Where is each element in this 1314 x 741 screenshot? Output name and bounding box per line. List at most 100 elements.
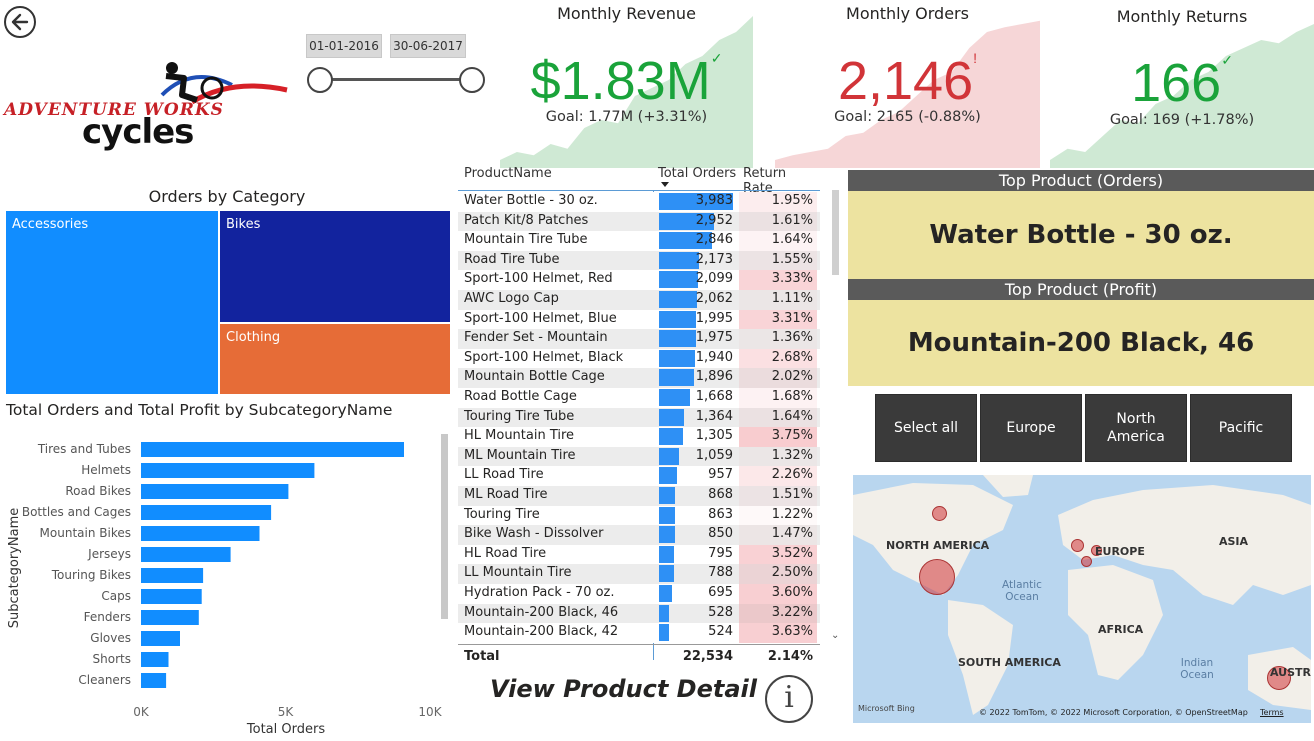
kpi-monthly-revenue[interactable]: Monthly Revenue $1.83M✓ Goal: 1.77M (+3.… (500, 0, 753, 168)
table-row[interactable]: Water Bottle - 30 oz. 3,983 1.95% (458, 192, 820, 212)
cell-product-name: Mountain Tire Tube (464, 232, 588, 248)
view-product-detail-button[interactable]: View Product Detail (490, 675, 757, 703)
bar[interactable] (141, 589, 202, 604)
date-start-field[interactable]: 01-01-2016 (306, 34, 382, 58)
bar[interactable] (141, 631, 180, 646)
bar-category-label: Helmets (81, 463, 131, 477)
cell-total-orders: 1,940 (695, 349, 733, 365)
column-header-orders[interactable]: Total Orders (658, 166, 737, 181)
bar-category-label: Cleaners (78, 673, 131, 687)
cell-return-rate: 2.50% (739, 564, 817, 584)
map-bubble[interactable] (1071, 539, 1084, 552)
map-terms-link[interactable]: Terms (1260, 708, 1284, 717)
table-row[interactable]: HL Mountain Tire 1,305 3.75% (458, 427, 820, 447)
map-bubble[interactable] (1081, 556, 1092, 567)
cell-return-rate: 3.60% (739, 584, 817, 604)
table-row[interactable]: ML Road Tire 868 1.51% (458, 486, 820, 506)
bar-category-label: Shorts (93, 652, 131, 666)
bar[interactable] (141, 568, 204, 583)
bar[interactable] (141, 442, 404, 457)
table-row[interactable]: Hydration Pack - 70 oz. 695 3.60% (458, 584, 820, 604)
table-row[interactable]: Bike Wash - Dissolver 850 1.47% (458, 525, 820, 545)
table-row[interactable]: LL Road Tire 957 2.26% (458, 466, 820, 486)
table-row[interactable]: LL Mountain Tire 788 2.50% (458, 564, 820, 584)
date-slider-track[interactable] (320, 78, 472, 81)
table-row[interactable]: Sport-100 Helmet, Black 1,940 2.68% (458, 348, 820, 369)
cell-return-rate: 1.64% (739, 407, 817, 428)
kpi-value: $1.83M✓ (530, 50, 723, 111)
map-bubble[interactable] (932, 506, 947, 521)
table-row[interactable]: Road Bottle Cage 1,668 1.68% (458, 388, 820, 408)
table-total-row: Total 22,534 2.14% (458, 644, 820, 666)
date-end-field[interactable]: 30-06-2017 (390, 34, 466, 58)
date-slider-end-handle[interactable] (459, 67, 485, 93)
table-row[interactable]: Road Tire Tube 2,173 1.55% (458, 250, 820, 271)
table-row[interactable]: Mountain Tire Tube 2,846 1.64% (458, 231, 820, 251)
orders-data-bar (659, 349, 695, 367)
kpi-goal: Goal: 169 (+1.78%) (1109, 112, 1255, 128)
date-slider-start-handle[interactable] (307, 67, 333, 93)
bar[interactable] (141, 610, 199, 625)
table-row[interactable]: Sport-100 Helmet, Blue 1,995 3.31% (458, 309, 820, 330)
table-row[interactable]: Fender Set - Mountain 1,975 1.36% (458, 329, 820, 349)
table-row[interactable]: Touring Tire 863 1.22% (458, 505, 820, 526)
table-row[interactable]: Mountain-200 Black, 42 524 3.63% (458, 623, 820, 643)
table-row[interactable]: AWC Logo Cap 2,062 1.11% (458, 290, 820, 310)
cell-product-name: Mountain-200 Black, 42 (464, 624, 619, 640)
table-row[interactable]: Mountain-200 Black, 46 528 3.22% (458, 603, 820, 624)
cell-total-orders: 2,062 (695, 291, 733, 306)
bar[interactable] (141, 673, 167, 688)
treemap-tile-clothing[interactable]: Clothing (220, 324, 450, 394)
table-row[interactable]: Touring Tire Tube 1,364 1.64% (458, 407, 820, 428)
treemap-tile-accessories[interactable]: Accessories (6, 211, 218, 394)
table-row[interactable]: Mountain Bottle Cage 1,896 2.02% (458, 368, 820, 388)
region-north-america-button[interactable]: North America (1085, 394, 1187, 462)
cell-return-rate: 2.26% (739, 466, 817, 486)
bar-category-label: Tires and Tubes (37, 442, 131, 456)
cell-total-orders: 2,173 (695, 251, 733, 267)
world-map[interactable]: NORTH AMERICA EUROPE ASIA Atlantic Ocean… (853, 475, 1311, 723)
cell-total-orders: 528 (708, 604, 733, 620)
cell-product-name: Road Bottle Cage (464, 389, 577, 404)
bar[interactable] (141, 484, 289, 499)
orders-data-bar (659, 545, 674, 563)
table-scrollbar[interactable]: ⌄ (831, 190, 840, 645)
region-europe-button[interactable]: Europe (980, 394, 1082, 462)
table-row[interactable]: Sport-100 Helmet, Red 2,099 3.33% (458, 270, 820, 290)
chevron-down-icon[interactable]: ⌄ (831, 630, 840, 641)
table-row[interactable]: ML Mountain Tire 1,059 1.32% (458, 446, 820, 467)
map-label: NORTH AMERICA (886, 539, 990, 552)
info-button[interactable]: i (765, 675, 813, 723)
bar[interactable] (141, 526, 260, 541)
bar-category-label: Gloves (90, 631, 131, 645)
back-button[interactable] (4, 6, 36, 38)
chart-scrollbar[interactable] (441, 434, 448, 619)
scrollbar-thumb[interactable] (832, 190, 839, 275)
region-select-all-button[interactable]: Select all (875, 394, 977, 462)
cell-product-name: Fender Set - Mountain (464, 330, 608, 346)
kpi-monthly-returns[interactable]: Monthly Returns 166✓ Goal: 169 (+1.78%) (1050, 0, 1314, 168)
kpi-value: 166✓ (1131, 52, 1233, 113)
cell-product-name: Touring Tire Tube (464, 408, 575, 424)
bar[interactable] (141, 505, 272, 520)
table-row[interactable]: Patch Kit/8 Patches 2,952 1.61% (458, 211, 820, 232)
treemap-tile-bikes[interactable]: Bikes (220, 211, 450, 322)
region-pacific-button[interactable]: Pacific (1190, 394, 1292, 462)
bar[interactable] (141, 652, 169, 667)
bar[interactable] (141, 463, 315, 478)
top-product-profit-value: Mountain-200 Black, 46 (848, 300, 1314, 386)
cell-product-name: Water Bottle - 30 oz. (464, 193, 598, 208)
map-bubble[interactable] (1267, 666, 1291, 690)
cell-return-rate: 3.52% (739, 544, 817, 565)
table-row[interactable]: HL Road Tire 795 3.52% (458, 544, 820, 565)
map-bubble[interactable] (919, 559, 955, 595)
map-label: Atlantic Ocean (1002, 579, 1042, 603)
bar[interactable] (141, 547, 231, 562)
column-header-product[interactable]: ProductName (464, 166, 552, 181)
y-axis-label: SubcategoryName (7, 508, 22, 629)
kpi-value: 2,146! (837, 50, 978, 111)
kpi-monthly-orders[interactable]: Monthly Orders 2,146! Goal: 2165 (-0.88%… (775, 0, 1040, 168)
orders-data-bar (659, 369, 694, 387)
cell-total-orders: 1,975 (695, 330, 733, 346)
map-bubble[interactable] (1091, 545, 1102, 556)
